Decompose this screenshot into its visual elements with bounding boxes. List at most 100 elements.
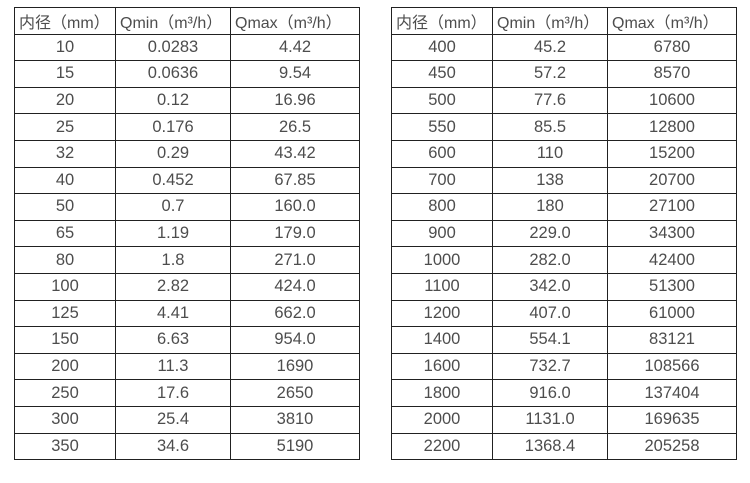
table-row: 32 0.29 43.42 xyxy=(14,139,360,168)
table-cell: 600 xyxy=(391,139,493,168)
table-cell: 10 xyxy=(14,33,116,62)
table-cell: 916.0 xyxy=(492,379,608,407)
table-cell: 80 xyxy=(14,246,116,274)
table-cell: 42400 xyxy=(607,246,737,274)
table-row: 20 0.12 16.96 xyxy=(14,86,360,115)
table-cell: 662.0 xyxy=(230,299,360,328)
table-cell: 27100 xyxy=(607,193,737,221)
table-row: 1400 554.1 83121 xyxy=(391,326,737,354)
flow-spec-table-left: 内径（mm） Qmin（m³/h） Qmax（m³/h） 10 0.0283 4.42 1… xyxy=(14,7,360,461)
table-cell: 10600 xyxy=(607,86,737,115)
table-row: 1000 282.0 42400 xyxy=(391,246,737,274)
table-cell: 229.0 xyxy=(492,219,608,248)
table-cell: 6780 xyxy=(607,33,737,62)
table-row: 15 0.0636 9.54 xyxy=(14,60,360,88)
table-cell: 0.29 xyxy=(115,139,231,168)
table-cell: 1368.4 xyxy=(492,432,608,461)
table-row: 1800 916.0 137404 xyxy=(391,379,737,407)
table-row: 600 110 15200 xyxy=(391,139,737,168)
table-cell: 125 xyxy=(14,299,116,328)
table-cell: 1400 xyxy=(391,326,493,354)
table-cell: 20700 xyxy=(607,166,737,195)
table-row: 150 6.63 954.0 xyxy=(14,326,360,354)
column-header: 内径（mm） xyxy=(391,7,493,35)
table-cell: 554.1 xyxy=(492,326,608,354)
table-cell: 25 xyxy=(14,113,116,141)
table-cell: 15 xyxy=(14,60,116,88)
table-cell: 110 xyxy=(492,139,608,168)
table-cell: 138 xyxy=(492,166,608,195)
table-cell: 0.12 xyxy=(115,86,231,115)
table-cell: 4.42 xyxy=(230,33,360,62)
header-row: 内径（mm） Qmin（m³/h） Qmax（m³/h） xyxy=(14,7,360,35)
table-row: 100 2.82 424.0 xyxy=(14,272,360,301)
table-cell: 732.7 xyxy=(492,352,608,381)
table-cell: 342.0 xyxy=(492,272,608,301)
column-header: Qmax（m³/h） xyxy=(607,7,737,35)
table-cell: 16.96 xyxy=(230,86,360,115)
table-cell: 300 xyxy=(14,405,116,434)
table-row: 125 4.41 662.0 xyxy=(14,299,360,328)
table-cell: 450 xyxy=(391,60,493,88)
table-cell: 407.0 xyxy=(492,299,608,328)
table-cell: 45.2 xyxy=(492,33,608,62)
table-row: 50 0.7 160.0 xyxy=(14,193,360,221)
table-cell: 550 xyxy=(391,113,493,141)
table-cell: 1690 xyxy=(230,352,360,381)
table-cell: 57.2 xyxy=(492,60,608,88)
table-cell: 108566 xyxy=(607,352,737,381)
table-row: 500 77.6 10600 xyxy=(391,86,737,115)
table-cell: 169635 xyxy=(607,405,737,434)
table-cell: 83121 xyxy=(607,326,737,354)
column-header: 内径（mm） xyxy=(14,7,116,35)
table-row: 1200 407.0 61000 xyxy=(391,299,737,328)
table-row: 40 0.452 67.85 xyxy=(14,166,360,195)
table-cell: 954.0 xyxy=(230,326,360,354)
table-cell: 9.54 xyxy=(230,60,360,88)
table-cell: 61000 xyxy=(607,299,737,328)
flow-spec-table-right: 内径（mm） Qmin（m³/h） Qmax（m³/h） 400 45.2 6780 45… xyxy=(391,7,737,461)
header-row: 内径（mm） Qmin（m³/h） Qmax（m³/h） xyxy=(391,7,737,35)
table-row: 400 45.2 6780 xyxy=(391,33,737,62)
table-header: 内径（mm） Qmin（m³/h） Qmax（m³/h） xyxy=(14,7,360,35)
table-cell: 50 xyxy=(14,193,116,221)
table-cell: 1600 xyxy=(391,352,493,381)
table-cell: 77.6 xyxy=(492,86,608,115)
table-cell: 20 xyxy=(14,86,116,115)
table-cell: 350 xyxy=(14,432,116,461)
table-cell: 32 xyxy=(14,139,116,168)
table-cell: 271.0 xyxy=(230,246,360,274)
table-cell: 67.85 xyxy=(230,166,360,195)
table-row: 25 0.176 26.5 xyxy=(14,113,360,141)
table-cell: 205258 xyxy=(607,432,737,461)
table-cell: 3810 xyxy=(230,405,360,434)
table-cell: 17.6 xyxy=(115,379,231,407)
table-cell: 51300 xyxy=(607,272,737,301)
table-row: 350 34.6 5190 xyxy=(14,432,360,461)
table-row: 900 229.0 34300 xyxy=(391,219,737,248)
table-row: 250 17.6 2650 xyxy=(14,379,360,407)
table-cell: 0.452 xyxy=(115,166,231,195)
table-cell: 26.5 xyxy=(230,113,360,141)
table-cell: 180 xyxy=(492,193,608,221)
table-cell: 150 xyxy=(14,326,116,354)
table-row: 65 1.19 179.0 xyxy=(14,219,360,248)
table-cell: 2.82 xyxy=(115,272,231,301)
table-cell: 137404 xyxy=(607,379,737,407)
table-row: 800 180 27100 xyxy=(391,193,737,221)
table-cell: 2000 xyxy=(391,405,493,434)
table-cell: 85.5 xyxy=(492,113,608,141)
table-cell: 12800 xyxy=(607,113,737,141)
table-cell: 0.7 xyxy=(115,193,231,221)
table-cell: 25.4 xyxy=(115,405,231,434)
table-row: 550 85.5 12800 xyxy=(391,113,737,141)
table-cell: 1131.0 xyxy=(492,405,608,434)
table-cell: 800 xyxy=(391,193,493,221)
table-cell: 0.176 xyxy=(115,113,231,141)
table-row: 10 0.0283 4.42 xyxy=(14,33,360,62)
table-cell: 34300 xyxy=(607,219,737,248)
table-cell: 11.3 xyxy=(115,352,231,381)
table-row: 700 138 20700 xyxy=(391,166,737,195)
table-cell: 1.8 xyxy=(115,246,231,274)
